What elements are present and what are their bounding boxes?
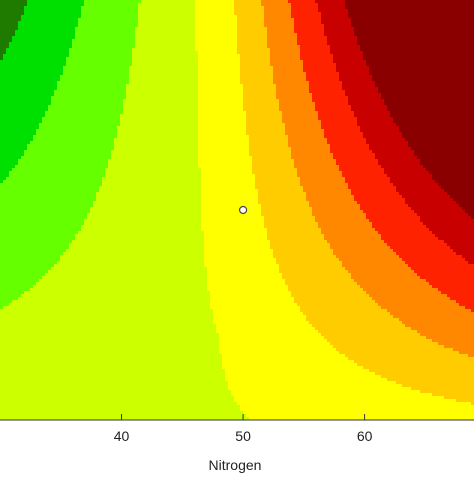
center-point-circle[interactable] bbox=[240, 207, 247, 214]
x-tick-label-40: 40 bbox=[114, 428, 130, 444]
plot-area bbox=[0, 0, 474, 421]
x-axis-label: Nitrogen bbox=[209, 457, 262, 473]
x-tick-label-50: 50 bbox=[235, 428, 251, 444]
center-point-marker[interactable] bbox=[240, 207, 247, 214]
x-tick-label-60: 60 bbox=[357, 428, 373, 444]
